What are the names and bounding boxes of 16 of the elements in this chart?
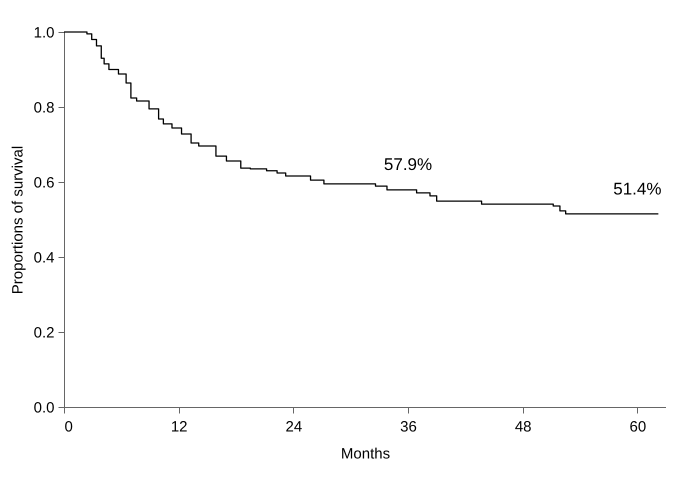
annotation: 57.9% xyxy=(384,154,432,174)
y-axis-title: Proportions of survival xyxy=(10,146,27,294)
y-tick-label: 0.0 xyxy=(34,400,54,416)
y-tick-label: 0.8 xyxy=(34,100,54,116)
x-tick-label: 12 xyxy=(170,418,188,436)
y-tick-label: 1.0 xyxy=(34,24,54,42)
x-tick-label: 60 xyxy=(629,418,646,436)
y-tick-label: 0.6 xyxy=(34,174,54,192)
y-tick-label: 0.4 xyxy=(34,250,54,266)
x-axis-title: Months xyxy=(340,446,390,462)
x-tick-label: 24 xyxy=(285,418,302,436)
y-tick-label: 0.2 xyxy=(34,324,54,342)
x-tick-label: 0 xyxy=(64,418,73,436)
x-tick-label: 48 xyxy=(514,418,532,436)
annotation: 51.4% xyxy=(613,179,662,198)
x-tick-label: 36 xyxy=(400,418,417,436)
